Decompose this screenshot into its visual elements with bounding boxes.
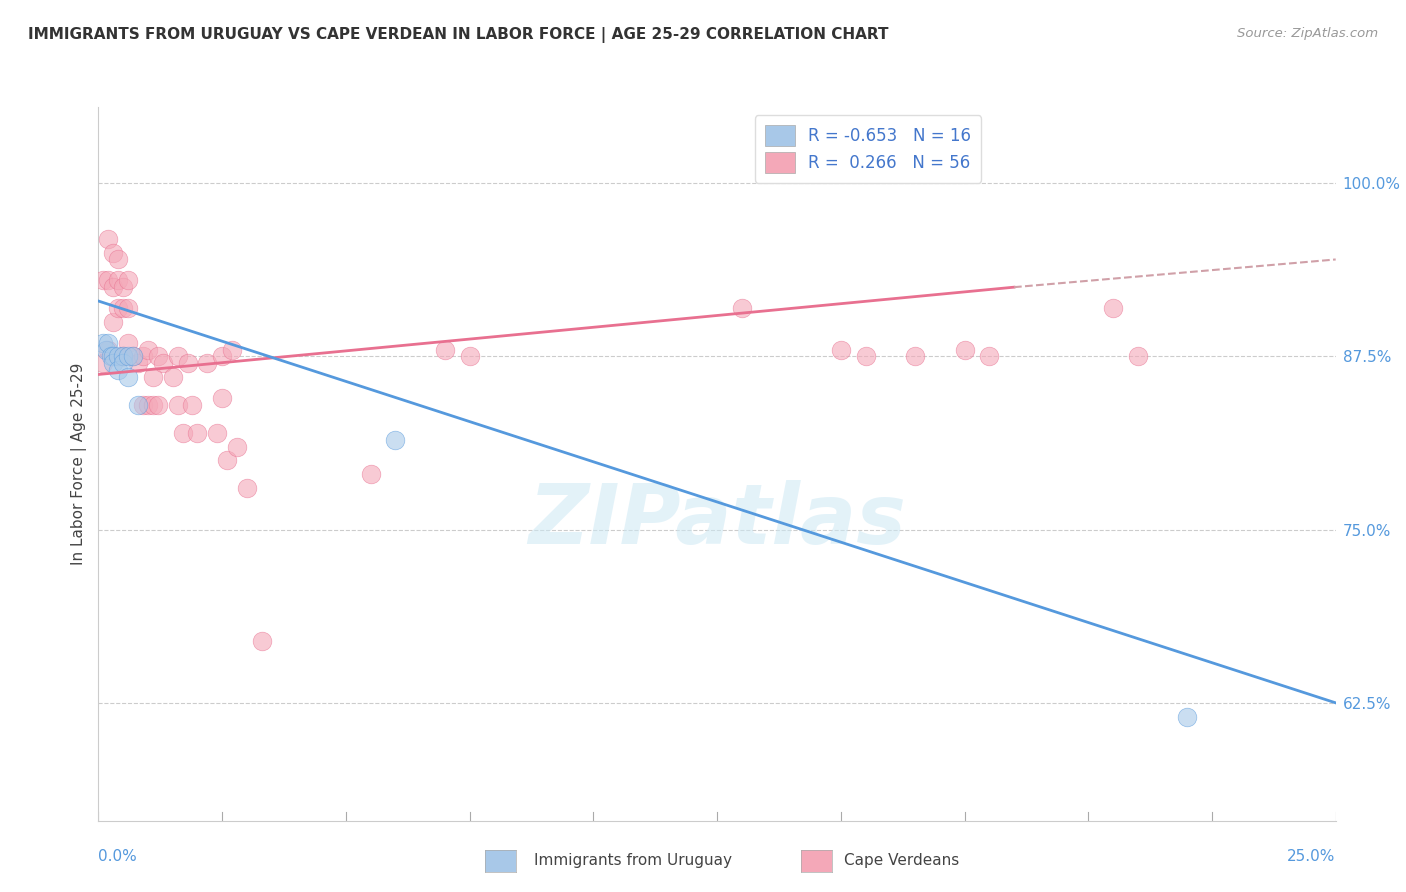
Point <box>904 350 927 364</box>
Point <box>112 280 135 294</box>
Point <box>112 356 135 370</box>
Text: IMMIGRANTS FROM URUGUAY VS CAPE VERDEAN IN LABOR FORCE | AGE 25-29 CORRELATION C: IMMIGRANTS FROM URUGUAY VS CAPE VERDEAN … <box>28 27 889 43</box>
Y-axis label: In Labor Force | Age 25-29: In Labor Force | Age 25-29 <box>72 363 87 565</box>
Point <box>142 370 165 384</box>
Point <box>97 343 120 357</box>
Point <box>117 370 139 384</box>
Point <box>1102 301 1125 315</box>
Point <box>132 350 155 364</box>
Point <box>855 350 877 364</box>
Point <box>205 425 228 440</box>
Point <box>195 356 218 370</box>
Point <box>93 273 115 287</box>
Point <box>830 343 852 357</box>
Point <box>186 425 208 440</box>
Point <box>146 398 169 412</box>
Point <box>172 425 194 440</box>
Point <box>107 273 129 287</box>
Point <box>103 350 125 364</box>
Point <box>1175 709 1198 723</box>
Point <box>97 273 120 287</box>
Point <box>211 391 233 405</box>
Point <box>107 363 129 377</box>
Point <box>731 301 754 315</box>
Point <box>211 350 233 364</box>
Point <box>384 433 406 447</box>
Point <box>122 350 145 364</box>
Point <box>458 350 481 364</box>
Point <box>112 350 135 364</box>
Point <box>97 232 120 246</box>
Point <box>100 350 122 364</box>
Point <box>112 301 135 315</box>
Point <box>103 356 125 370</box>
Point <box>226 440 249 454</box>
Point <box>953 343 976 357</box>
Point <box>117 335 139 350</box>
Point <box>221 343 243 357</box>
Point <box>117 273 139 287</box>
Point <box>103 280 125 294</box>
Point <box>103 315 125 329</box>
Point <box>360 467 382 482</box>
Text: 0.0%: 0.0% <box>98 849 138 864</box>
Point <box>107 301 129 315</box>
Point <box>103 245 125 260</box>
Point <box>93 335 115 350</box>
Point <box>250 633 273 648</box>
Point <box>117 301 139 315</box>
Point <box>107 350 129 364</box>
Text: Cape Verdeans: Cape Verdeans <box>844 854 959 868</box>
Point <box>979 350 1001 364</box>
Point <box>142 398 165 412</box>
Point <box>433 343 456 357</box>
Point <box>94 343 117 357</box>
Point <box>152 356 174 370</box>
Legend: R = -0.653   N = 16, R =  0.266   N = 56: R = -0.653 N = 16, R = 0.266 N = 56 <box>755 115 981 183</box>
Point <box>166 350 188 364</box>
Point <box>97 335 120 350</box>
Point <box>136 343 159 357</box>
Point <box>112 350 135 364</box>
Point <box>176 356 198 370</box>
Point <box>236 481 259 495</box>
Point <box>136 398 159 412</box>
Point <box>122 350 145 364</box>
Point <box>217 453 239 467</box>
Point <box>127 398 149 412</box>
Point <box>1126 350 1149 364</box>
Text: ZIPatlas: ZIPatlas <box>529 481 905 561</box>
Point <box>117 350 139 364</box>
Point <box>146 350 169 364</box>
Point <box>127 356 149 370</box>
Text: Source: ZipAtlas.com: Source: ZipAtlas.com <box>1237 27 1378 40</box>
Text: Immigrants from Uruguay: Immigrants from Uruguay <box>534 854 733 868</box>
Point <box>112 350 135 364</box>
Point <box>166 398 188 412</box>
Text: 25.0%: 25.0% <box>1288 849 1336 864</box>
Point <box>181 398 204 412</box>
Point <box>93 356 115 370</box>
Point <box>132 398 155 412</box>
Point <box>162 370 184 384</box>
Point <box>107 252 129 267</box>
